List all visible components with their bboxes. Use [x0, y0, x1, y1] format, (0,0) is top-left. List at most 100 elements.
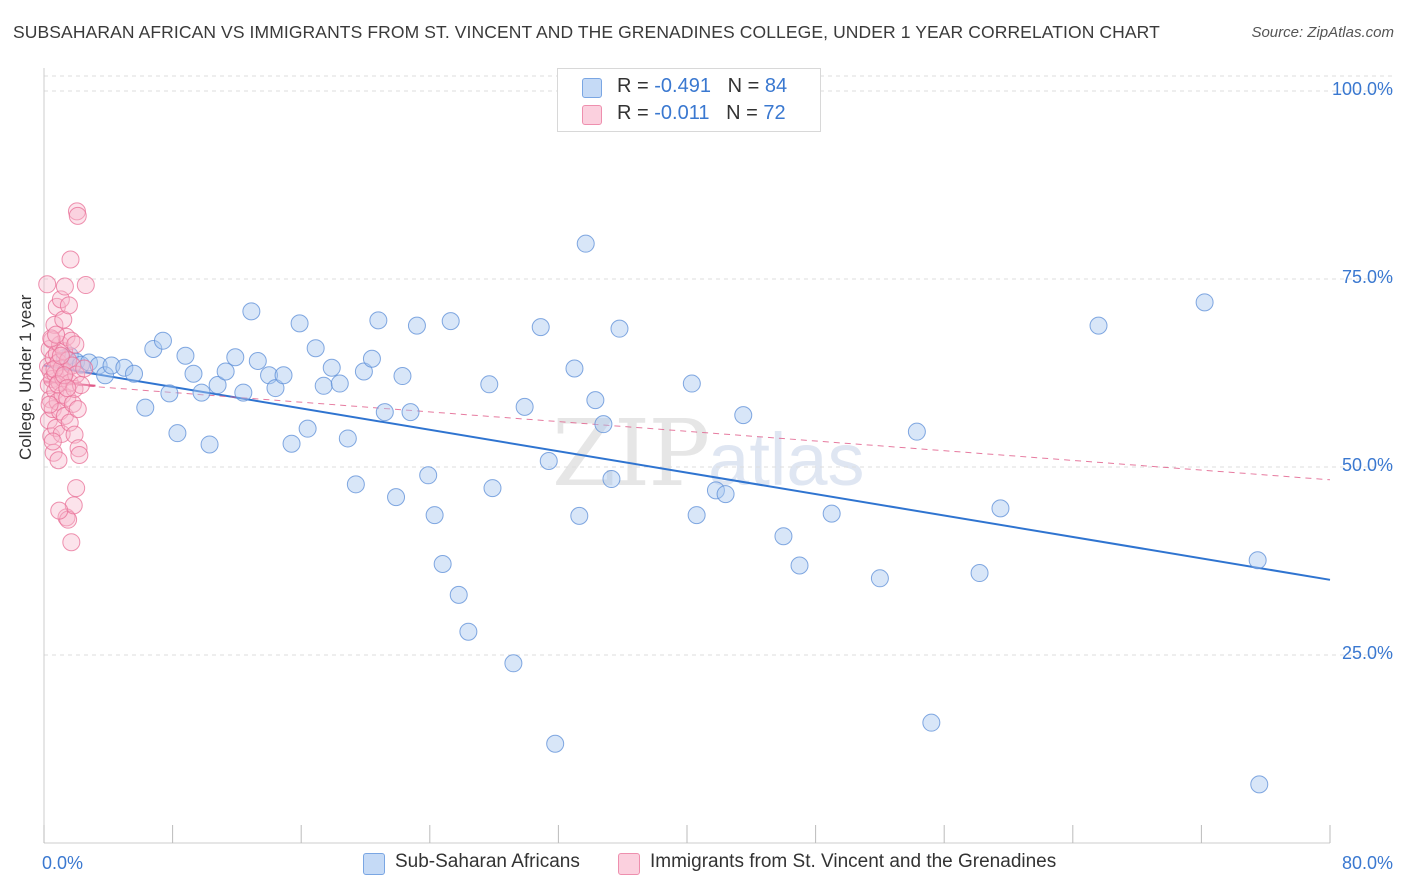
legend-r-value-1: -0.491: [654, 75, 711, 97]
point-subsaharan: [1195, 293, 1214, 312]
point-subsaharan: [419, 466, 438, 485]
chart-title: SUBSAHARAN AFRICAN VS IMMIGRANTS FROM ST…: [13, 22, 1160, 42]
point-subsaharan: [515, 397, 534, 416]
legend-r-value-2: -0.011: [654, 102, 710, 124]
points-layer: [38, 202, 1269, 794]
trend-line-subsaharan: [43, 364, 1331, 581]
point-st-vincent: [61, 250, 80, 269]
point-st-vincent: [64, 496, 83, 515]
point-subsaharan: [192, 383, 211, 402]
point-subsaharan: [200, 435, 219, 454]
bottom-legend-swatch-blue: [363, 853, 385, 875]
point-subsaharan: [539, 452, 558, 471]
point-st-vincent: [48, 375, 67, 394]
axis-layer: [43, 68, 1331, 844]
point-subsaharan: [226, 348, 245, 367]
point-st-vincent: [70, 445, 89, 464]
point-subsaharan: [393, 367, 412, 386]
point-st-vincent: [59, 296, 78, 315]
point-subsaharan: [96, 366, 115, 385]
grid-layer: [44, 75, 1392, 656]
legend-n-value-1: 84: [764, 75, 788, 97]
watermark: ZIPatlas: [552, 400, 864, 507]
point-st-vincent: [68, 206, 87, 225]
y-tick-label: 25.0%: [1341, 643, 1393, 663]
point-subsaharan: [184, 364, 203, 383]
point-subsaharan: [306, 339, 325, 358]
point-subsaharan: [216, 362, 235, 381]
point-subsaharan: [125, 364, 144, 383]
point-st-vincent: [38, 275, 57, 294]
point-subsaharan: [314, 376, 333, 395]
point-subsaharan: [208, 376, 227, 395]
point-st-vincent: [55, 277, 74, 296]
watermark-atlas: atlas: [708, 418, 865, 501]
point-subsaharan: [282, 434, 301, 453]
point-subsaharan: [682, 374, 701, 393]
point-subsaharan: [375, 403, 394, 422]
point-subsaharan: [153, 331, 172, 350]
point-st-vincent: [58, 379, 77, 398]
point-st-vincent: [69, 439, 88, 458]
point-subsaharan: [716, 485, 735, 504]
x-tick-label-end: 80.0%: [1341, 853, 1393, 873]
legend-swatch-pink: [582, 105, 602, 125]
point-st-vincent: [62, 533, 81, 552]
point-subsaharan: [1250, 775, 1269, 794]
point-subsaharan: [401, 403, 420, 422]
point-subsaharan: [274, 366, 293, 385]
point-subsaharan: [594, 415, 613, 434]
point-subsaharan: [441, 312, 460, 331]
point-st-vincent: [51, 346, 70, 365]
point-subsaharan: [565, 359, 584, 378]
legend-r-label-2: R =: [617, 102, 649, 124]
point-subsaharan: [387, 488, 406, 507]
legend-n-value-2: 72: [763, 102, 786, 124]
point-subsaharan: [266, 379, 285, 398]
point-subsaharan: [602, 470, 621, 489]
point-subsaharan: [136, 398, 155, 417]
point-st-vincent: [75, 359, 94, 378]
point-subsaharan: [369, 311, 388, 330]
point-st-vincent: [43, 432, 62, 451]
point-subsaharan: [546, 734, 565, 753]
point-subsaharan: [610, 319, 629, 338]
point-subsaharan: [362, 349, 381, 368]
point-subsaharan: [570, 506, 589, 525]
point-subsaharan: [1248, 551, 1267, 570]
watermark-zip: ZIP: [552, 400, 710, 507]
point-subsaharan: [248, 351, 267, 370]
legend-n-label-1: N =: [727, 75, 760, 97]
point-st-vincent: [40, 395, 59, 414]
point-subsaharan: [346, 475, 365, 494]
point-subsaharan: [433, 555, 452, 574]
point-subsaharan: [407, 316, 426, 335]
point-subsaharan: [115, 358, 134, 377]
point-st-vincent: [47, 325, 66, 344]
point-subsaharan: [907, 422, 926, 441]
point-subsaharan: [459, 622, 478, 641]
point-subsaharan: [168, 424, 187, 443]
bottom-legend-label-2: Immigrants from St. Vincent and the Gren…: [650, 851, 1057, 872]
x-tick-label-start: 0.0%: [42, 853, 84, 873]
bottom-legend-label-1: Sub-Saharan Africans: [395, 851, 580, 872]
point-st-vincent: [50, 501, 69, 520]
y-tick-label: 50.0%: [1341, 455, 1393, 476]
point-subsaharan: [176, 346, 195, 365]
legend-r-label-1: R =: [617, 75, 649, 97]
y-tick-label: 75.0%: [1341, 267, 1393, 288]
legend-swatch-blue: [582, 78, 602, 98]
point-subsaharan: [790, 556, 809, 575]
point-st-vincent: [63, 394, 82, 413]
point-subsaharan: [290, 314, 309, 333]
point-subsaharan: [322, 358, 341, 377]
point-subsaharan: [425, 506, 444, 525]
bottom-legend-swatch-pink: [618, 853, 640, 875]
point-subsaharan: [822, 504, 841, 523]
point-subsaharan: [774, 527, 793, 546]
point-st-vincent: [49, 451, 68, 470]
point-subsaharan: [576, 234, 595, 253]
point-st-vincent: [65, 425, 84, 444]
point-st-vincent: [67, 479, 86, 498]
